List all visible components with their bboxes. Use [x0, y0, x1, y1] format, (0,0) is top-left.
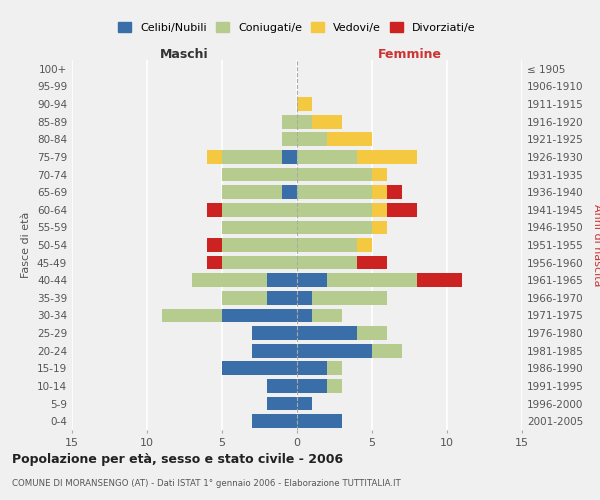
- Bar: [207, 203, 222, 216]
- Bar: [222, 186, 282, 199]
- Bar: [252, 414, 297, 428]
- Bar: [252, 344, 297, 358]
- Bar: [297, 168, 372, 181]
- Bar: [297, 220, 372, 234]
- Bar: [222, 203, 297, 216]
- Bar: [297, 396, 312, 410]
- Bar: [222, 308, 297, 322]
- Y-axis label: Fasce di età: Fasce di età: [22, 212, 31, 278]
- Bar: [297, 291, 312, 304]
- Bar: [372, 203, 387, 216]
- Bar: [222, 238, 297, 252]
- Bar: [282, 186, 297, 199]
- Bar: [297, 203, 372, 216]
- Bar: [372, 344, 402, 358]
- Bar: [222, 168, 297, 181]
- Bar: [297, 326, 357, 340]
- Bar: [297, 344, 372, 358]
- Y-axis label: Anni di nascita: Anni di nascita: [592, 204, 600, 286]
- Bar: [222, 291, 267, 304]
- Bar: [312, 308, 342, 322]
- Bar: [372, 168, 387, 181]
- Bar: [372, 186, 387, 199]
- Bar: [297, 414, 342, 428]
- Text: Popolazione per età, sesso e stato civile - 2006: Popolazione per età, sesso e stato civil…: [12, 452, 343, 466]
- Bar: [222, 150, 282, 164]
- Bar: [297, 362, 327, 375]
- Bar: [297, 150, 357, 164]
- Bar: [297, 238, 357, 252]
- Bar: [297, 256, 357, 270]
- Bar: [192, 274, 267, 287]
- Bar: [297, 379, 327, 393]
- Bar: [297, 274, 327, 287]
- Bar: [312, 291, 387, 304]
- Bar: [267, 291, 297, 304]
- Bar: [327, 379, 342, 393]
- Bar: [207, 238, 222, 252]
- Bar: [372, 220, 387, 234]
- Bar: [312, 115, 342, 128]
- Bar: [297, 97, 312, 111]
- Bar: [327, 362, 342, 375]
- Bar: [267, 274, 297, 287]
- Bar: [207, 256, 222, 270]
- Bar: [297, 132, 327, 146]
- Legend: Celibi/Nubili, Coniugati/e, Vedovi/e, Divorziati/e: Celibi/Nubili, Coniugati/e, Vedovi/e, Di…: [114, 18, 480, 37]
- Bar: [222, 220, 297, 234]
- Bar: [327, 132, 372, 146]
- Bar: [267, 396, 297, 410]
- Bar: [357, 150, 417, 164]
- Bar: [282, 115, 297, 128]
- Bar: [357, 256, 387, 270]
- Bar: [327, 274, 417, 287]
- Bar: [267, 379, 297, 393]
- Text: Maschi: Maschi: [160, 48, 209, 61]
- Bar: [297, 115, 312, 128]
- Bar: [207, 150, 222, 164]
- Bar: [387, 203, 417, 216]
- Bar: [297, 308, 312, 322]
- Bar: [222, 362, 297, 375]
- Bar: [282, 150, 297, 164]
- Bar: [222, 256, 297, 270]
- Text: COMUNE DI MORANSENGO (AT) - Dati ISTAT 1° gennaio 2006 - Elaborazione TUTTITALIA: COMUNE DI MORANSENGO (AT) - Dati ISTAT 1…: [12, 479, 401, 488]
- Bar: [357, 238, 372, 252]
- Bar: [387, 186, 402, 199]
- Text: Femmine: Femmine: [377, 48, 442, 61]
- Bar: [162, 308, 222, 322]
- Bar: [417, 274, 462, 287]
- Bar: [357, 326, 387, 340]
- Bar: [297, 186, 372, 199]
- Bar: [282, 132, 297, 146]
- Bar: [252, 326, 297, 340]
